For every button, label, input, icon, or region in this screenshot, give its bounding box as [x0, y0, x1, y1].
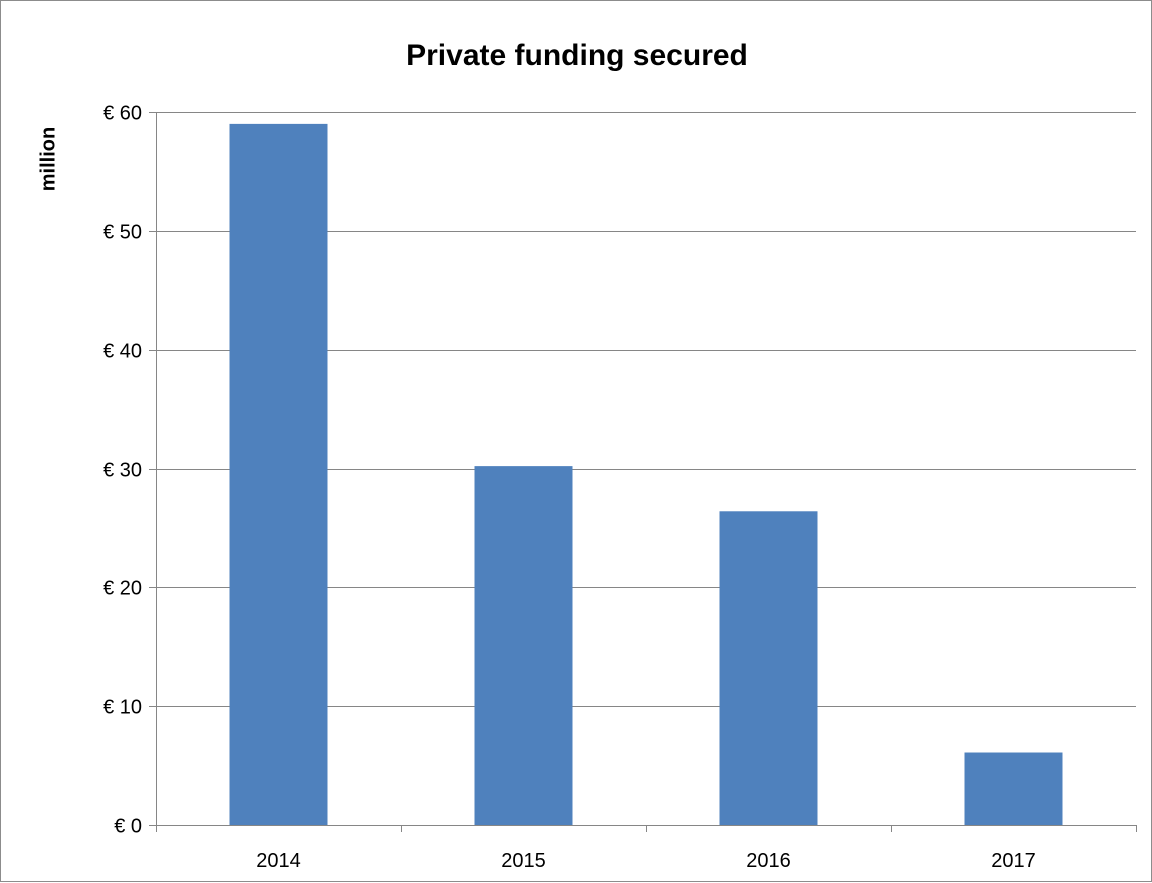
bar-2017 [964, 752, 1063, 825]
y-tick-label: € 20 [103, 578, 142, 600]
x-tick-label: 2017 [991, 850, 1036, 872]
y-tick-label: € 40 [103, 341, 142, 363]
bar-2015 [474, 466, 573, 825]
bars [229, 123, 1063, 826]
axes [149, 112, 1137, 832]
y-tick-label: € 60 [103, 103, 142, 125]
y-tick-label: € 10 [103, 697, 142, 719]
chart-title: Private funding secured [406, 39, 748, 72]
x-tick-label: 2015 [501, 850, 546, 872]
y-tick-label: € 50 [103, 222, 142, 244]
x-tick-label: 2016 [746, 850, 791, 872]
y-tick-label: € 30 [103, 460, 142, 482]
bar-2014 [229, 123, 328, 826]
bar-2016 [719, 511, 818, 825]
y-tick-label: € 0 [114, 816, 142, 838]
tick-labels: € 0 € 10 € 20 € 30 € 40 € 50 € 60 2014 2015 2016 2… [103, 103, 1036, 873]
x-tick-label: 2014 [256, 850, 301, 872]
